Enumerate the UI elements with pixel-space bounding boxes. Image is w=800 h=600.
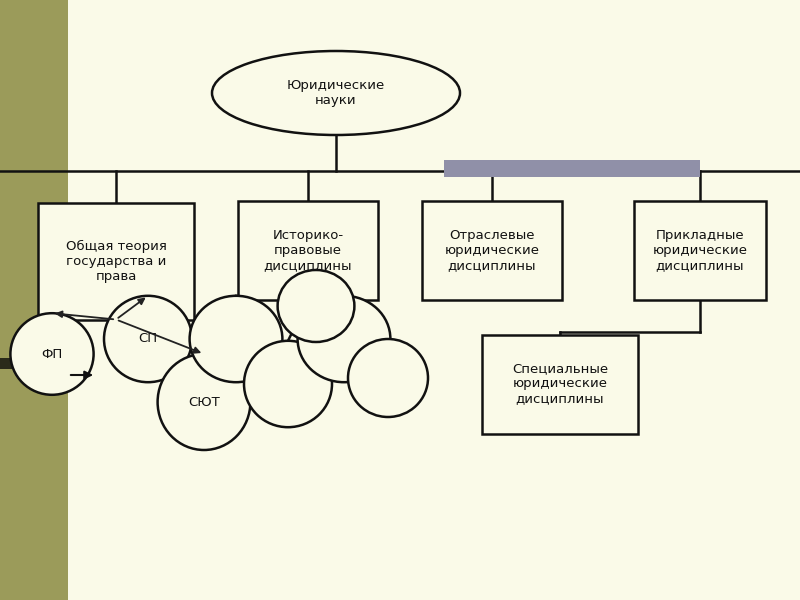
Ellipse shape — [10, 313, 94, 395]
Bar — [444, 160, 700, 177]
Text: СП: СП — [138, 332, 158, 346]
Text: Прикладные
юридические
дисциплины: Прикладные юридические дисциплины — [653, 229, 747, 272]
Ellipse shape — [348, 339, 428, 417]
Ellipse shape — [158, 354, 250, 450]
Ellipse shape — [104, 296, 192, 382]
Bar — [38, 203, 194, 320]
Ellipse shape — [190, 296, 282, 382]
Bar — [238, 201, 378, 300]
Bar — [422, 201, 562, 300]
Bar — [0, 358, 68, 369]
Text: Общая теория
государства и
права: Общая теория государства и права — [66, 239, 166, 283]
Ellipse shape — [212, 51, 460, 135]
Text: Отраслевые
юридические
дисциплины: Отраслевые юридические дисциплины — [445, 229, 539, 272]
Text: Специальные
юридические
дисциплины: Специальные юридические дисциплины — [512, 362, 608, 406]
Text: Историко-
правовые
дисциплины: Историко- правовые дисциплины — [264, 229, 352, 272]
Ellipse shape — [298, 296, 390, 382]
Text: ФП: ФП — [42, 347, 62, 361]
Ellipse shape — [278, 270, 354, 342]
Text: СЮТ: СЮТ — [188, 395, 220, 409]
Bar — [0, 0, 68, 600]
Ellipse shape — [244, 341, 332, 427]
Bar — [482, 335, 638, 433]
Text: Юридические
науки: Юридические науки — [287, 79, 385, 107]
Bar — [634, 201, 766, 300]
